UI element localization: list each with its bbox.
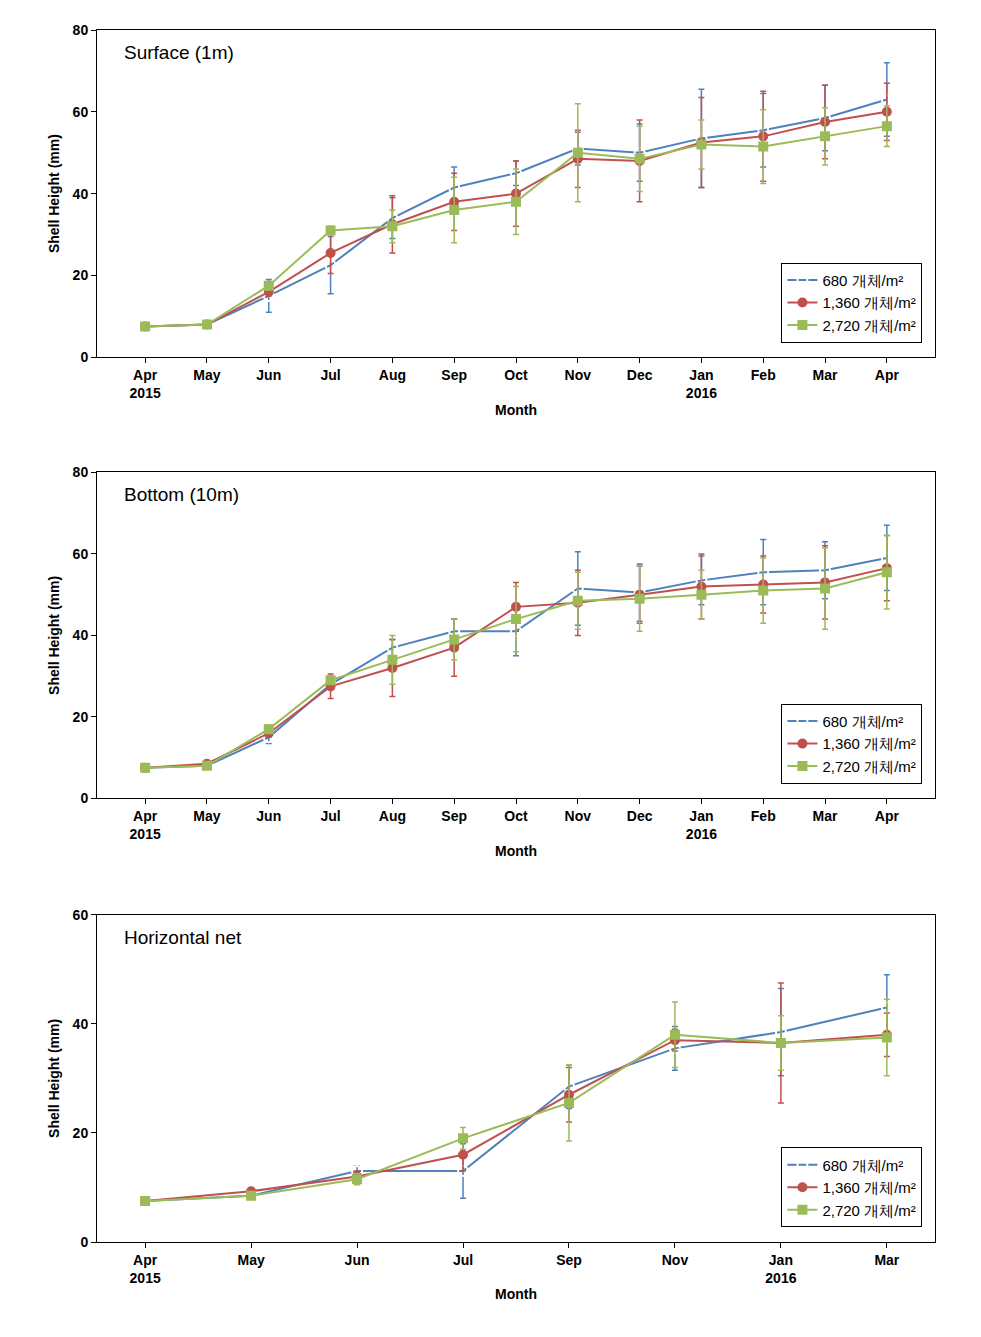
svg-text:Apr: Apr <box>875 367 900 383</box>
svg-text:20: 20 <box>73 267 89 283</box>
svg-text:Apr2015: Apr2015 <box>130 808 161 842</box>
svg-text:80: 80 <box>73 464 89 480</box>
svg-text:Jan2016: Jan2016 <box>686 808 717 842</box>
svg-text:Jul: Jul <box>320 808 340 824</box>
svg-text:Apr: Apr <box>875 808 900 824</box>
svg-text:Shell Height (mm): Shell Height (mm) <box>46 134 62 253</box>
svg-text:20: 20 <box>73 709 89 725</box>
svg-text:40: 40 <box>73 186 89 202</box>
svg-text:80: 80 <box>73 22 89 38</box>
svg-text:Sep: Sep <box>441 367 467 383</box>
svg-text:1,360 개체/m²: 1,360 개체/m² <box>822 294 915 311</box>
svg-text:40: 40 <box>73 1016 89 1032</box>
svg-text:May: May <box>193 808 220 824</box>
svg-text:Month: Month <box>495 1286 537 1302</box>
svg-text:Horizontal net: Horizontal net <box>124 927 242 948</box>
svg-text:May: May <box>193 367 220 383</box>
svg-text:680 개체/m²: 680 개체/m² <box>822 272 903 289</box>
svg-text:Dec: Dec <box>627 367 653 383</box>
svg-text:Oct: Oct <box>504 808 528 824</box>
svg-text:1,360 개체/m²: 1,360 개체/m² <box>822 1179 915 1196</box>
svg-text:May: May <box>237 1252 264 1268</box>
svg-text:Jun: Jun <box>345 1252 370 1268</box>
svg-text:20: 20 <box>73 1125 89 1141</box>
svg-text:Apr2015: Apr2015 <box>130 1252 161 1286</box>
svg-text:Surface (1m): Surface (1m) <box>124 42 234 63</box>
svg-text:Nov: Nov <box>662 1252 689 1268</box>
svg-text:680 개체/m²: 680 개체/m² <box>822 1157 903 1174</box>
svg-text:1,360 개체/m²: 1,360 개체/m² <box>822 735 915 752</box>
svg-text:Sep: Sep <box>556 1252 582 1268</box>
svg-text:Mar: Mar <box>813 808 838 824</box>
svg-text:Month: Month <box>495 843 537 859</box>
svg-text:Bottom (10m): Bottom (10m) <box>124 484 239 505</box>
svg-text:Feb: Feb <box>751 367 776 383</box>
svg-text:Jul: Jul <box>320 367 340 383</box>
svg-text:60: 60 <box>73 104 89 120</box>
svg-text:Aug: Aug <box>379 808 406 824</box>
svg-text:680 개체/m²: 680 개체/m² <box>822 713 903 730</box>
svg-text:Shell Height (mm): Shell Height (mm) <box>46 576 62 695</box>
svg-text:0: 0 <box>80 1234 88 1250</box>
svg-text:40: 40 <box>73 627 89 643</box>
svg-text:Jun: Jun <box>256 808 281 824</box>
svg-text:0: 0 <box>80 349 88 365</box>
svg-text:Aug: Aug <box>379 367 406 383</box>
svg-text:Jan2016: Jan2016 <box>765 1252 796 1286</box>
svg-text:Mar: Mar <box>874 1252 899 1268</box>
svg-text:Oct: Oct <box>504 367 528 383</box>
svg-text:Mar: Mar <box>813 367 838 383</box>
svg-text:Apr2015: Apr2015 <box>130 367 161 401</box>
svg-text:2,720 개체/m²: 2,720 개체/m² <box>822 317 915 334</box>
svg-text:Dec: Dec <box>627 808 653 824</box>
svg-text:Jun: Jun <box>256 367 281 383</box>
svg-text:0: 0 <box>80 790 88 806</box>
svg-text:Sep: Sep <box>441 808 467 824</box>
svg-text:Nov: Nov <box>565 367 592 383</box>
svg-text:Jul: Jul <box>453 1252 473 1268</box>
svg-text:Nov: Nov <box>565 808 592 824</box>
svg-text:Shell Height (mm): Shell Height (mm) <box>46 1019 62 1138</box>
svg-text:Feb: Feb <box>751 808 776 824</box>
svg-text:60: 60 <box>73 907 89 923</box>
svg-text:Month: Month <box>495 402 537 418</box>
svg-text:60: 60 <box>73 546 89 562</box>
svg-text:2,720 개체/m²: 2,720 개체/m² <box>822 758 915 775</box>
svg-text:2,720 개체/m²: 2,720 개체/m² <box>822 1202 915 1219</box>
svg-text:Jan2016: Jan2016 <box>686 367 717 401</box>
